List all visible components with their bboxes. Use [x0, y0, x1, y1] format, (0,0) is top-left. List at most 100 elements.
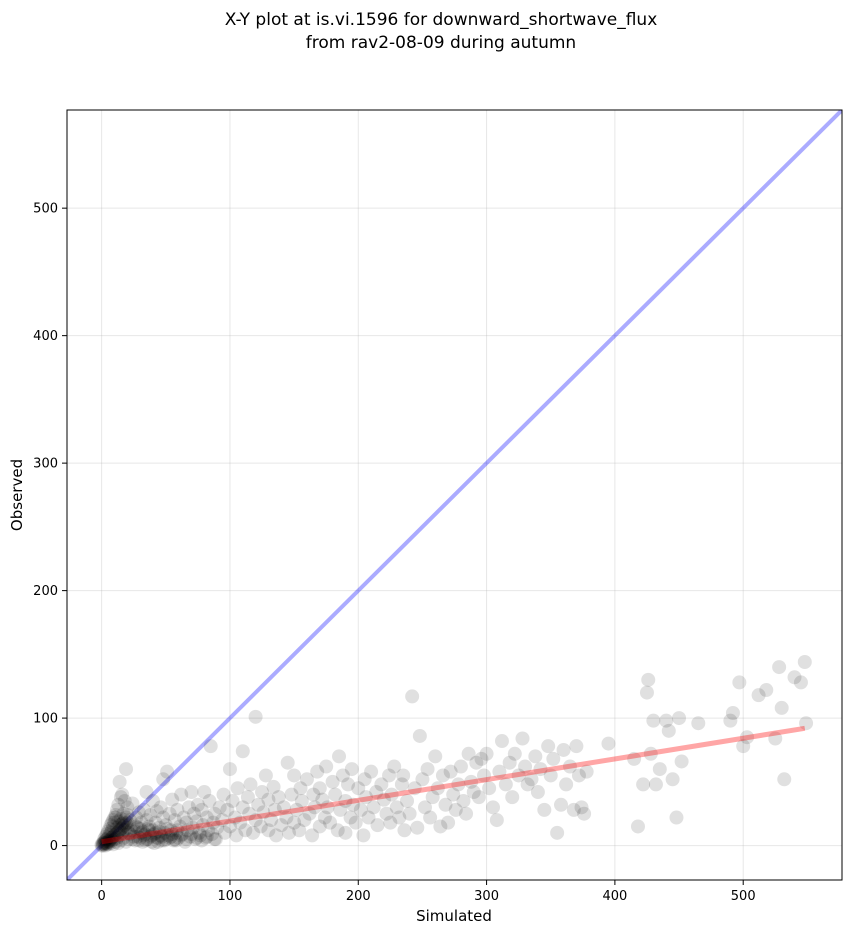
data-point: [571, 768, 586, 783]
data-point: [333, 802, 348, 817]
y-tick-label: 200: [33, 584, 58, 599]
data-point: [641, 672, 656, 687]
data-point: [338, 793, 353, 808]
data-point: [379, 806, 394, 821]
data-point: [636, 777, 651, 792]
data-point: [230, 781, 245, 796]
data-point: [101, 824, 116, 839]
data-point: [382, 768, 397, 783]
data-point: [201, 823, 216, 838]
data-point: [274, 818, 289, 833]
data-point: [125, 832, 140, 847]
data-point: [160, 822, 175, 837]
data-point: [188, 832, 203, 847]
data-point: [302, 806, 317, 821]
data-point: [106, 819, 121, 834]
data-point: [117, 823, 132, 838]
data-point: [338, 825, 353, 840]
data-point: [116, 830, 131, 845]
data-point: [441, 815, 456, 830]
data-point: [451, 777, 466, 792]
data-point: [160, 764, 175, 779]
data-point: [110, 820, 125, 835]
data-point: [174, 828, 189, 843]
data-point: [113, 790, 128, 805]
data-point: [128, 833, 143, 848]
y-axis-label: Observed: [8, 459, 26, 531]
chart-title-line-2: from rav2-08-09 during autumn: [306, 33, 576, 53]
data-point: [113, 822, 128, 837]
data-point: [228, 810, 243, 825]
data-point: [143, 829, 158, 844]
data-point: [556, 742, 571, 757]
data-point: [665, 772, 680, 787]
data-point: [131, 833, 146, 848]
data-point: [169, 825, 184, 840]
data-point: [312, 781, 327, 796]
data-point: [530, 785, 545, 800]
data-point: [248, 813, 263, 828]
data-point: [725, 705, 740, 720]
data-point: [346, 797, 361, 812]
data-point: [108, 827, 123, 842]
data-point: [494, 734, 509, 749]
data-point: [317, 810, 332, 825]
x-tick-label: 200: [346, 889, 371, 904]
data-point: [289, 802, 304, 817]
data-point: [356, 828, 371, 843]
data-point: [184, 785, 199, 800]
data-point: [113, 811, 128, 826]
data-point: [389, 800, 404, 815]
data-point: [144, 834, 159, 849]
data-point: [255, 785, 270, 800]
data-point: [157, 825, 172, 840]
data-point: [459, 806, 474, 821]
data-point: [103, 836, 118, 851]
data-point: [147, 836, 162, 851]
data-point: [502, 755, 517, 770]
data-point: [116, 806, 131, 821]
data-point: [122, 813, 137, 828]
data-point: [669, 810, 684, 825]
data-point: [661, 723, 676, 738]
data-point: [344, 762, 359, 777]
data-point: [402, 806, 417, 821]
data-point: [630, 819, 645, 834]
data-point: [520, 777, 535, 792]
data-point: [280, 755, 295, 770]
data-point: [639, 685, 654, 700]
data-point: [384, 787, 399, 802]
data-point: [170, 823, 185, 838]
data-point: [134, 825, 149, 840]
data-point: [428, 749, 443, 764]
data-point: [163, 829, 178, 844]
fit-line: [101, 725, 806, 845]
data-point: [97, 832, 112, 847]
data-point: [235, 744, 250, 759]
data-point: [541, 739, 556, 754]
data-point: [691, 716, 706, 731]
data-point: [799, 716, 814, 731]
data-point: [351, 781, 366, 796]
data-point: [139, 813, 154, 828]
data-point: [210, 820, 225, 835]
data-point: [774, 700, 789, 715]
data-point: [292, 823, 307, 838]
data-point: [518, 759, 533, 774]
data-point: [732, 675, 747, 690]
data-point: [319, 759, 334, 774]
data-point: [446, 787, 461, 802]
data-point: [157, 833, 172, 848]
data-point: [492, 764, 507, 779]
data-point: [98, 833, 113, 848]
data-point: [293, 781, 308, 796]
data-point: [142, 823, 157, 838]
data-point: [140, 832, 155, 847]
data-point: [772, 660, 787, 675]
data-point: [376, 792, 391, 807]
data-point: [425, 790, 440, 805]
data-point: [135, 834, 150, 849]
data-point: [279, 810, 294, 825]
data-point: [643, 746, 658, 761]
data-point: [119, 834, 134, 849]
